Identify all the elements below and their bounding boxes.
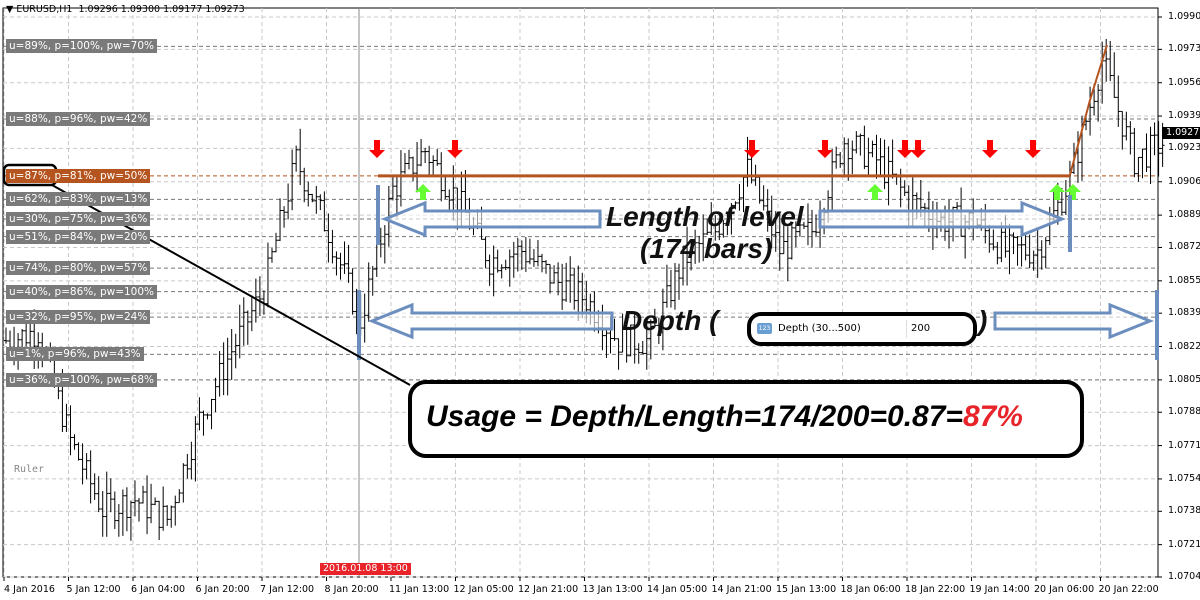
level-label[interactable]: u=62%, p=83%, pw=13% (6, 192, 151, 207)
x-tick-label: 6 Jan 20:00 (195, 584, 250, 595)
sell-arrow-icon (1025, 140, 1041, 158)
depth-left-arrow (367, 302, 614, 340)
y-tick-label: 1.09230 (1168, 142, 1200, 154)
x-tick-label: 14 Jan 05:00 (647, 584, 708, 595)
depth-text: Depth ( (622, 305, 719, 336)
sell-arrow-icon (982, 140, 998, 158)
buy-arrow-icon (1049, 184, 1065, 200)
buy-arrow-icon (1065, 184, 1081, 200)
sell-arrow-icon (369, 140, 385, 158)
sell-arrow-icon (744, 140, 760, 158)
ruler-label: Ruler (14, 464, 45, 475)
sell-arrow-icon (910, 140, 926, 158)
x-tick-label: 5 Jan 12:00 (66, 584, 121, 595)
y-tick-label: 1.08555 (1168, 274, 1200, 286)
depth-param-name: Depth (30...500) (778, 323, 861, 334)
x-tick-label: 12 Jan 21:00 (518, 584, 579, 595)
depth-parameter-row[interactable]: 123 Depth (30...500) 200 (747, 312, 977, 346)
length-right-arrow (818, 200, 1067, 238)
level-label[interactable]: u=40%, p=86%, pw=100% (6, 284, 158, 299)
level-label[interactable]: u=87%, p=81%, pw=50% (6, 168, 151, 183)
y-tick-label: 1.09735 (1168, 43, 1200, 55)
x-tick-label: 11 Jan 13:00 (389, 584, 450, 595)
y-tick-label: 1.07715 (1168, 439, 1200, 451)
y-tick-label: 1.08390 (1168, 307, 1200, 319)
current-price-label: 1.09273 (1162, 127, 1200, 139)
y-tick-label: 1.07885 (1168, 406, 1200, 418)
y-tick-label: 1.09900 (1168, 11, 1200, 22)
ohlc-values: 1.09296 1.09300 1.09177 1.09273 (78, 4, 245, 15)
usage-result: 87% (962, 400, 1023, 433)
level-label[interactable]: u=30%, p=75%, pw=36% (6, 212, 151, 227)
y-tick-label: 1.09060 (1168, 175, 1200, 187)
usage-formula-box: Usage = Depth/Length=174/200=0.87=87% (408, 380, 1084, 458)
level-label[interactable]: u=89%, p=100%, pw=70% (6, 39, 158, 54)
level-label[interactable]: u=51%, p=84%, pw=20% (6, 229, 151, 244)
y-tick-label: 1.07210 (1168, 538, 1200, 550)
crosshair-time-label: 2016.01.08 13:00 (320, 563, 411, 575)
depth-param-value[interactable]: 200 (911, 323, 931, 334)
depth-right-arrow (993, 302, 1155, 340)
level-label[interactable]: u=74%, p=80%, pw=57% (6, 261, 151, 276)
length-left-arrow (380, 200, 602, 238)
x-tick-label: 8 Jan 20:00 (324, 584, 379, 595)
chart-title: ▼ EURUSD,H1 1.09296 1.09300 1.09177 1.09… (6, 4, 245, 15)
y-tick-label: 1.09395 (1168, 110, 1200, 122)
y-tick-label: 1.09565 (1168, 76, 1200, 88)
zigzag-line (1069, 44, 1108, 176)
x-tick-label: 14 Jan 21:00 (711, 584, 772, 595)
y-tick-label: 1.08050 (1168, 373, 1200, 385)
x-tick-label: 15 Jan 13:00 (776, 584, 837, 595)
sell-arrow-icon (447, 140, 463, 158)
level-label[interactable]: u=88%, p=96%, pw=42% (6, 111, 151, 126)
depth-close-paren: ) (978, 305, 988, 336)
level-label[interactable]: u=36%, p=100%, pw=68% (6, 372, 158, 387)
x-tick-label: 19 Jan 14:00 (969, 584, 1030, 595)
x-tick-label: 18 Jan 06:00 (840, 584, 901, 595)
collapse-triangle-icon[interactable]: ▼ (6, 4, 14, 15)
length-bars-text: (174 bars) (640, 233, 773, 264)
symbol-title: EURUSD,H1 (16, 4, 73, 15)
y-tick-label: 1.08890 (1168, 209, 1200, 221)
y-tick-label: 1.07380 (1168, 505, 1200, 517)
level-label[interactable]: u=1%, p=96%, pw=43% (6, 347, 144, 362)
y-tick-label: 1.08725 (1168, 241, 1200, 253)
x-tick-label: 4 Jan 2016 (4, 584, 55, 595)
y-tick-label: 1.08220 (1168, 340, 1200, 352)
buy-arrow-icon (415, 184, 431, 200)
x-tick-label: 18 Jan 22:00 (905, 584, 966, 595)
y-tick-label: 1.07545 (1168, 472, 1200, 484)
x-tick-label: 13 Jan 13:00 (582, 584, 643, 595)
integer-param-icon: 123 (757, 323, 772, 334)
y-tick-label: 1.07045 (1168, 571, 1200, 582)
sell-arrow-icon (817, 140, 833, 158)
x-tick-label: 20 Jan 06:00 (1034, 584, 1095, 595)
x-tick-label: 12 Jan 05:00 (453, 584, 514, 595)
usage-formula: Usage = Depth/Length=174/200=0.87= (426, 400, 963, 433)
x-tick-label: 7 Jan 12:00 (260, 584, 315, 595)
level-label[interactable]: u=32%, p=95%, pw=24% (6, 310, 151, 325)
length-of-level-text: Length of level (606, 201, 804, 232)
sell-arrow-icon (897, 140, 913, 158)
buy-arrow-icon (867, 184, 883, 200)
x-tick-label: 6 Jan 04:00 (131, 584, 186, 595)
column-divider (906, 320, 907, 338)
x-tick-label: 20 Jan 22:00 (1098, 584, 1159, 595)
plot-frame (2, 7, 1159, 578)
